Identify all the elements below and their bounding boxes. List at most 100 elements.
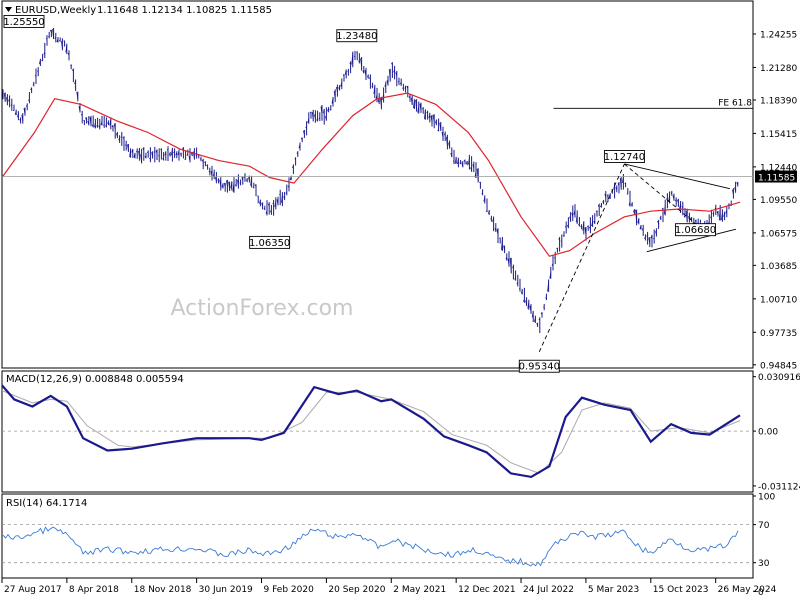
price-bar-tick xyxy=(586,225,589,228)
price-bar-tick xyxy=(617,183,620,187)
y-tick-label: 1.06575 xyxy=(760,229,797,239)
price-bar-tick xyxy=(501,239,503,251)
price-bar-tick xyxy=(65,45,68,53)
price-bar-tick xyxy=(677,199,679,203)
price-bar-tick xyxy=(74,80,76,85)
price-bar-tick xyxy=(375,93,378,100)
price-bar-tick xyxy=(641,227,644,231)
price-bar-tick xyxy=(450,152,453,157)
price-bar-tick xyxy=(39,59,41,65)
price-bar-tick xyxy=(272,202,274,204)
x-tick-label: 12 Dec 2021 xyxy=(458,585,515,595)
price-bar-tick xyxy=(571,212,574,217)
price-bar-tick xyxy=(127,144,129,150)
price-bar-tick xyxy=(417,105,420,113)
price-bar-tick xyxy=(43,52,46,55)
y-tick-label: 1.15415 xyxy=(760,130,797,140)
x-tick-label: 9 Feb 2020 xyxy=(264,585,315,595)
price-bar-tick xyxy=(602,201,604,204)
price-bar-tick xyxy=(461,162,464,167)
price-bar-tick xyxy=(201,159,204,163)
price-bar-tick xyxy=(129,149,131,157)
price-bar-tick xyxy=(589,226,591,230)
price-bar-tick xyxy=(320,106,323,116)
price-bar-tick xyxy=(250,176,252,186)
price-bar-tick xyxy=(452,160,455,162)
price-bar-tick xyxy=(718,207,721,221)
price-bar-tick xyxy=(270,210,272,213)
price-bar-tick xyxy=(564,225,567,228)
price-bar-tick xyxy=(527,302,530,309)
price-bar-tick xyxy=(72,68,74,72)
price-bar-tick xyxy=(606,195,609,197)
price-bar-tick xyxy=(419,103,422,112)
y-tick-label: 1.21280 xyxy=(760,64,797,74)
price-bar-tick xyxy=(219,179,222,187)
price-bar-tick xyxy=(360,58,362,67)
price-bar-tick xyxy=(520,290,523,294)
price-bar-tick xyxy=(116,133,118,137)
y-tick-label: 1.18390 xyxy=(760,96,797,106)
price-bar-tick xyxy=(204,161,206,164)
price-bar-tick xyxy=(410,97,413,105)
price-bar-tick xyxy=(435,120,437,124)
price-bar-tick xyxy=(393,69,395,73)
price-bar-tick xyxy=(89,117,92,126)
price-bar-tick xyxy=(716,211,719,215)
price-bar-tick xyxy=(327,107,329,112)
price-bar-tick xyxy=(177,150,180,156)
price-bar-tick xyxy=(34,74,37,77)
price-bar-tick xyxy=(228,181,230,190)
price-bar-tick xyxy=(6,97,8,103)
price-bar-tick xyxy=(582,221,585,231)
price-bar-tick xyxy=(160,148,162,151)
price-bar-tick xyxy=(545,297,547,299)
price-bar-tick xyxy=(232,180,235,192)
rsi-y-tick-label: 30 xyxy=(758,559,770,569)
price-bar-tick xyxy=(274,201,277,208)
price-bar-tick xyxy=(369,76,371,79)
price-bar-tick xyxy=(597,204,600,208)
price-bar-tick xyxy=(463,160,466,163)
chart-ohlc: 1.11648 1.12134 1.10825 1.11585 xyxy=(97,5,272,16)
price-bar-tick xyxy=(674,199,677,202)
price-bar-tick xyxy=(454,156,457,164)
price-bar-tick xyxy=(655,231,657,235)
price-bar-tick xyxy=(144,155,147,159)
price-bar-tick xyxy=(336,86,338,93)
price-bar-tick xyxy=(226,180,228,187)
price-bar-tick xyxy=(567,224,569,228)
price-bar-tick xyxy=(472,164,475,168)
price-bar-tick xyxy=(140,154,142,163)
price-bar-tick xyxy=(644,236,646,239)
price-bar-tick xyxy=(76,91,79,100)
price-bar-tick xyxy=(311,112,314,120)
price-bar-tick xyxy=(168,153,171,157)
price-bar-tick xyxy=(138,150,140,157)
price-bar-tick xyxy=(465,161,468,165)
price-bar-tick xyxy=(415,99,417,111)
price-bar-tick xyxy=(351,52,354,65)
price-bar-tick xyxy=(507,258,510,266)
price-bar-tick xyxy=(734,187,736,191)
price-annotation-label: 1.12740 xyxy=(604,152,645,163)
price-bar-tick xyxy=(248,177,250,181)
price-bar-tick xyxy=(1,90,4,92)
price-bar-tick xyxy=(267,203,270,207)
price-bar-tick xyxy=(531,311,534,318)
rsi-y-tick-label: 100 xyxy=(758,493,775,503)
price-bar-tick xyxy=(210,171,213,177)
rsi-y-tick-label: 70 xyxy=(758,521,770,531)
price-bar-tick xyxy=(509,258,512,272)
price-bar-tick xyxy=(430,115,433,123)
price-bar-tick xyxy=(470,167,472,171)
price-bar-tick xyxy=(613,185,615,189)
price-bar-tick xyxy=(105,124,107,127)
price-bar-tick xyxy=(725,210,728,214)
price-bar-tick xyxy=(296,152,299,155)
collapse-triangle-icon[interactable] xyxy=(5,7,12,12)
price-bar-tick xyxy=(732,189,734,195)
chart-symbol: EURUSD,Weekly xyxy=(15,5,96,16)
price-bar-tick xyxy=(615,187,618,190)
